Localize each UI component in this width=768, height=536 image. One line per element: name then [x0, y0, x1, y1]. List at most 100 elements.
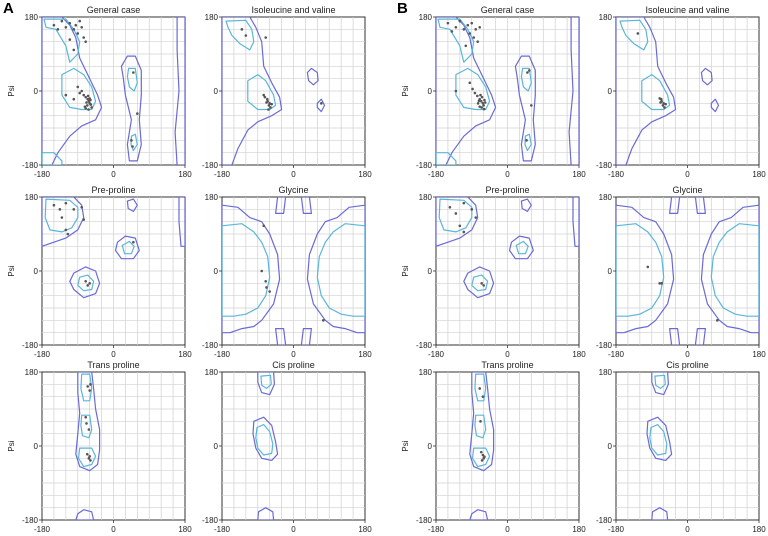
residue-point: [132, 240, 135, 244]
residue-point: [479, 420, 482, 423]
residue-point: [265, 286, 268, 289]
residue-point: [462, 201, 466, 205]
residue-point: [470, 208, 474, 211]
residue-point: [480, 106, 483, 109]
x-tick-label: 180: [572, 525, 586, 534]
plot-title: Pre-proline: [91, 185, 135, 195]
residue-point: [470, 21, 474, 25]
residue-point: [89, 383, 92, 386]
x-tick-label: 180: [178, 525, 192, 534]
ramachandran-plot: Glycine -180 0 180 180 0 -180: [202, 185, 372, 359]
plot-title: Pre-proline: [485, 185, 529, 195]
favored-region-contour: [222, 223, 271, 317]
residue-point: [84, 95, 87, 99]
contour-group: [616, 197, 759, 345]
residue-point: [462, 28, 466, 31]
residue-point: [659, 101, 662, 104]
residue-point: [240, 28, 244, 31]
x-tick-label: 180: [178, 170, 192, 179]
plot-title: Glycine: [672, 185, 702, 195]
residue-point: [60, 216, 64, 219]
ramachandran-plot: Isoleucine and valine -180 0 180 180 0 -180: [202, 5, 372, 179]
residue-point: [450, 30, 454, 33]
residue-point: [130, 139, 133, 142]
y-axis-label: Psi: [401, 440, 410, 451]
y-tick-label: 180: [25, 193, 39, 202]
x-tick-label: 180: [358, 350, 372, 359]
y-axis-label: Psi: [7, 440, 16, 451]
residue-point: [136, 112, 139, 115]
favored-region-contour: [710, 223, 759, 317]
residue-point: [88, 454, 91, 458]
x-tick-label: 0: [685, 170, 690, 179]
residue-point: [526, 71, 529, 74]
y-tick-label: 0: [34, 87, 39, 96]
x-tick-label: 0: [685, 350, 690, 359]
allowed-region-contour: [275, 328, 287, 345]
y-tick-label: 180: [419, 13, 433, 22]
allowed-region-contour: [120, 55, 142, 162]
allowed-region-contour: [700, 67, 713, 86]
residue-point: [88, 389, 91, 392]
residue-point: [85, 422, 88, 425]
x-tick-label: -180: [34, 350, 51, 359]
residue-point: [480, 459, 484, 462]
contour-group: [469, 372, 495, 520]
residue-point: [64, 93, 68, 97]
residue-point: [76, 32, 80, 35]
favored-region-contour: [255, 424, 274, 456]
x-tick-label: 0: [291, 170, 296, 179]
y-tick-label: -180: [22, 341, 39, 350]
favored-region-contour: [437, 18, 475, 63]
allowed-region-contour: [463, 266, 495, 299]
allowed-region-contour: [572, 197, 579, 247]
residue-point: [476, 94, 479, 98]
plot-title: Isoleucine and valine: [251, 5, 335, 15]
residue-point: [262, 93, 266, 97]
plot-title: Cis proline: [666, 360, 709, 370]
allowed-region-contour: [178, 197, 185, 247]
contour-group: [42, 197, 185, 299]
allowed-region-contour: [469, 509, 489, 520]
y-tick-label: 180: [25, 13, 39, 22]
y-tick-label: -180: [596, 516, 613, 525]
y-tick-label: 180: [205, 193, 219, 202]
x-tick-label: 180: [358, 170, 372, 179]
y-tick-label: 0: [608, 87, 613, 96]
residue-point: [86, 284, 89, 287]
residue-point: [478, 25, 481, 29]
residue-point: [78, 19, 82, 23]
favored-region-contour: [654, 374, 666, 389]
x-tick-label: 180: [178, 350, 192, 359]
residue-point: [448, 205, 452, 209]
allowed-region-contour: [514, 55, 536, 162]
y-tick-label: 180: [25, 368, 39, 377]
favored-region-contour: [455, 67, 491, 111]
favored-region-contour: [121, 240, 135, 255]
y-tick-label: 180: [419, 368, 433, 377]
allowed-region-contour: [436, 17, 497, 165]
residue-point: [244, 34, 248, 37]
residue-point: [483, 98, 486, 102]
allowed-region-contour: [306, 67, 319, 86]
contour-group: [436, 197, 579, 299]
residue-point: [60, 19, 64, 23]
favored-region-contour: [436, 152, 457, 165]
residue-point: [454, 25, 458, 29]
residue-point: [265, 101, 268, 104]
allowed-region-contour: [568, 17, 579, 165]
ramachandran-plot: General case -180 0 180 180 0 -180 Psi: [7, 5, 192, 179]
favored-region-contour: [247, 74, 277, 111]
x-tick-label: 0: [291, 525, 296, 534]
x-tick-label: 0: [685, 525, 690, 534]
allowed-region-contour: [300, 197, 312, 214]
residue-point: [87, 457, 91, 460]
y-tick-label: 0: [608, 442, 613, 451]
ramachandran-plot: Isoleucine and valine -180 0 180 180 0 -180: [596, 5, 766, 179]
y-tick-label: 0: [608, 267, 613, 276]
x-tick-label: 0: [505, 350, 510, 359]
residue-point: [82, 93, 86, 97]
y-tick-label: -180: [202, 161, 219, 170]
x-tick-label: -180: [428, 525, 445, 534]
allowed-region-contour: [469, 372, 495, 472]
